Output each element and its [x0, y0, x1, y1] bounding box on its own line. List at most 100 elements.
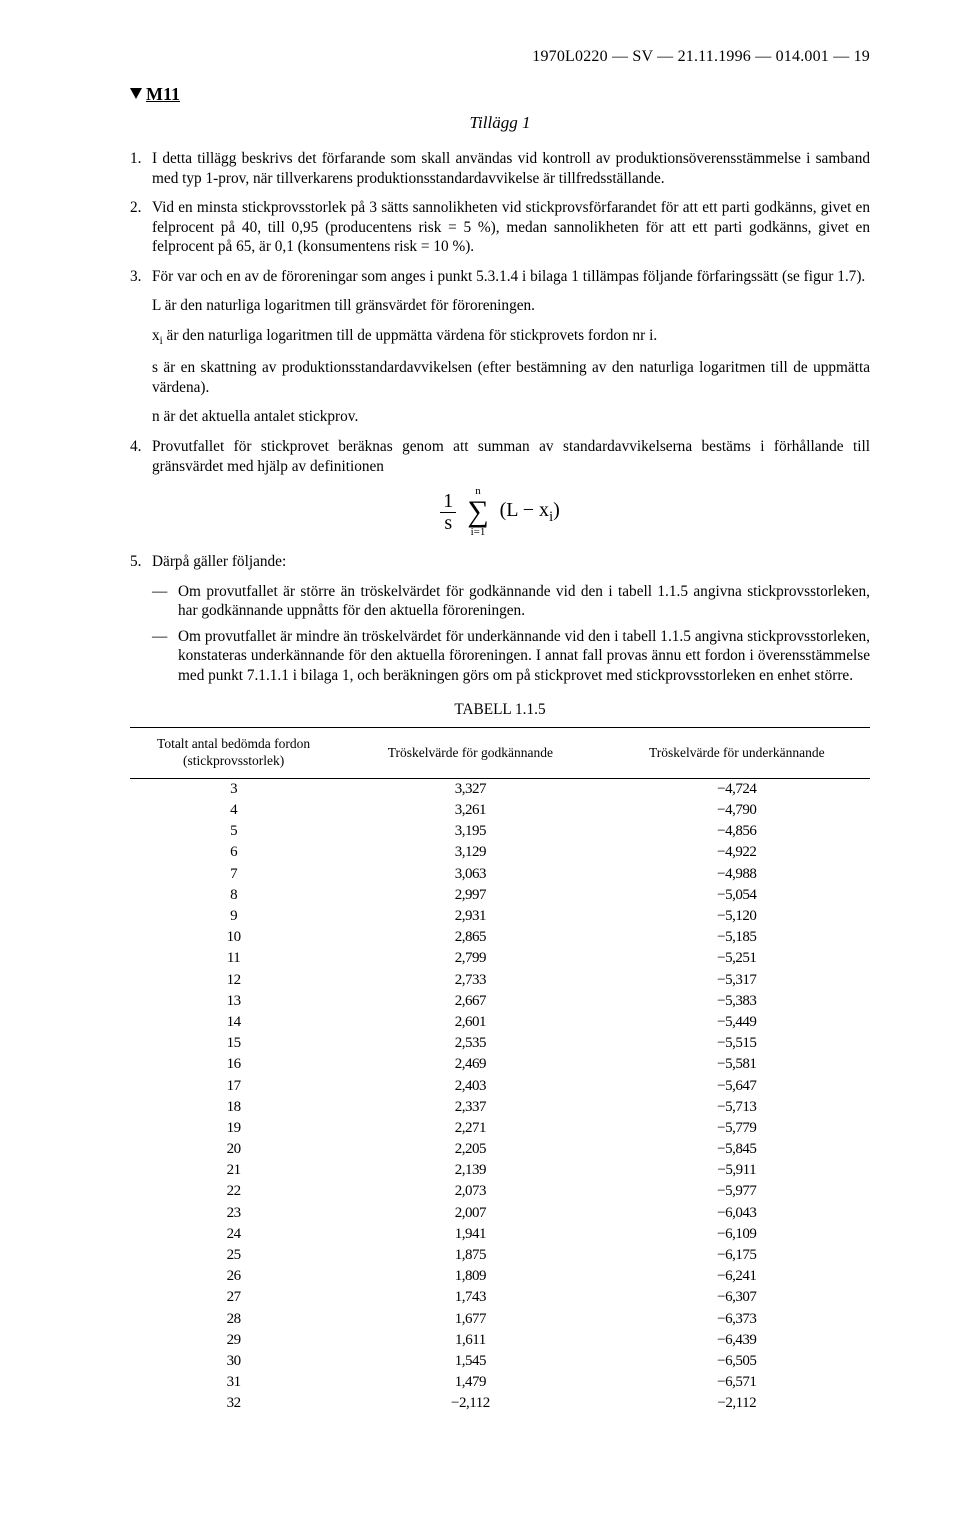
table-cell: −6,571 [604, 1372, 870, 1393]
table-row: 271,743−6,307 [130, 1287, 870, 1308]
table-row: 152,535−5,515 [130, 1033, 870, 1054]
table-cell: 28 [130, 1309, 337, 1330]
sub-line-n: n är det aktuella antalet stickprov. [152, 407, 870, 427]
running-head: 1970L0220 — SV — 21.11.1996 — 014.001 — … [130, 48, 870, 66]
table-cell: −4,724 [604, 778, 870, 800]
table-cell: 3,195 [337, 821, 603, 842]
table-row: 172,403−5,647 [130, 1076, 870, 1097]
col1-line1: Totalt antal bedömda fordon [157, 736, 310, 751]
table-row: 82,997−5,054 [130, 885, 870, 906]
table-row: 53,195−4,856 [130, 821, 870, 842]
table-cell: 1,545 [337, 1351, 603, 1372]
table-row: 311,479−6,571 [130, 1372, 870, 1393]
table-cell: 11 [130, 948, 337, 969]
table-cell: 27 [130, 1287, 337, 1308]
para-number: 4. [130, 437, 152, 476]
amendment-link[interactable]: M11 [146, 84, 180, 104]
table-cell: 3,261 [337, 800, 603, 821]
table-cell: 6 [130, 842, 337, 863]
para-text: I detta tillägg beskrivs det förfarande … [152, 149, 870, 188]
table-cell: 2,205 [337, 1139, 603, 1160]
table-cell: 2,403 [337, 1076, 603, 1097]
table-row: 251,875−6,175 [130, 1245, 870, 1266]
table-row: 182,337−5,713 [130, 1097, 870, 1118]
table-cell: −5,054 [604, 885, 870, 906]
table-row: 291,611−6,439 [130, 1330, 870, 1351]
table-cell: −4,922 [604, 842, 870, 863]
sigma-symbol: ∑ [467, 497, 488, 527]
appendix-title: Tillägg 1 [130, 113, 870, 133]
table-cell: −5,449 [604, 1012, 870, 1033]
table-row: 281,677−6,373 [130, 1309, 870, 1330]
table-cell: −6,109 [604, 1224, 870, 1245]
table-cell: 2,271 [337, 1118, 603, 1139]
table-cell: −5,647 [604, 1076, 870, 1097]
table-cell: −4,856 [604, 821, 870, 842]
table-cell: 1,611 [337, 1330, 603, 1351]
table-cell: −5,713 [604, 1097, 870, 1118]
paragraph-1: 1. I detta tillägg beskrivs det förfaran… [130, 149, 870, 188]
col-header-3: Tröskelvärde för underkännande [604, 728, 870, 779]
table-row: 32−2,112−2,112 [130, 1393, 870, 1414]
table-cell: 5 [130, 821, 337, 842]
col-header-2: Tröskelvärde för godkännande [337, 728, 603, 779]
dash-item-2: — Om provutfallet är mindre än tröskelvä… [152, 627, 870, 686]
table-title: TABELL 1.1.5 [130, 700, 870, 720]
table-cell: 9 [130, 906, 337, 927]
table-cell: 22 [130, 1181, 337, 1202]
table-cell: 2,337 [337, 1097, 603, 1118]
table-cell: −4,790 [604, 800, 870, 821]
table-cell: −6,175 [604, 1245, 870, 1266]
table-cell: 1,875 [337, 1245, 603, 1266]
sub-line-xi: xi är den naturliga logaritmen till de u… [152, 326, 870, 348]
table-cell: 8 [130, 885, 337, 906]
table-row: 73,063−4,988 [130, 864, 870, 885]
table-row: 301,545−6,505 [130, 1351, 870, 1372]
table-cell: 31 [130, 1372, 337, 1393]
table-row: 212,139−5,911 [130, 1160, 870, 1181]
table-cell: −6,505 [604, 1351, 870, 1372]
table-cell: 10 [130, 927, 337, 948]
symbol-x: x [152, 327, 160, 344]
table-cell: 30 [130, 1351, 337, 1372]
table-row: 241,941−6,109 [130, 1224, 870, 1245]
dash: — [152, 627, 178, 686]
table-cell: 17 [130, 1076, 337, 1097]
table-1-1-5: Totalt antal bedömda fordon (stickprovss… [130, 727, 870, 1414]
table-cell: 2,799 [337, 948, 603, 969]
table-cell: −6,307 [604, 1287, 870, 1308]
formula: 1 s n ∑ i=1 (L − xi) [130, 486, 870, 538]
dash-item-1: — Om provutfallet är större än tröskelvä… [152, 582, 870, 621]
page: 1970L0220 — SV — 21.11.1996 — 014.001 — … [0, 0, 960, 1534]
table-cell: 2,601 [337, 1012, 603, 1033]
table-cell: 29 [130, 1330, 337, 1351]
para-text: Därpå gäller följande: [152, 552, 870, 572]
table-row: 63,129−4,922 [130, 842, 870, 863]
table-row: 232,007−6,043 [130, 1203, 870, 1224]
table-row: 102,865−5,185 [130, 927, 870, 948]
para-text: Vid en minsta stickprovsstorlek på 3 sät… [152, 198, 870, 257]
table-cell: 14 [130, 1012, 337, 1033]
sum-argument: (L − xi) [500, 498, 560, 526]
table-cell: 2,139 [337, 1160, 603, 1181]
table-cell: −5,317 [604, 970, 870, 991]
body-text: 1. I detta tillägg beskrivs det förfaran… [130, 149, 870, 1415]
table-cell: 15 [130, 1033, 337, 1054]
table-cell: 1,743 [337, 1287, 603, 1308]
sigma-icon: n ∑ i=1 [467, 486, 488, 538]
table-cell: 3,063 [337, 864, 603, 885]
table-cell: −6,043 [604, 1203, 870, 1224]
sub-line-s: s är en skattning av produktionsstandard… [152, 358, 870, 397]
dash: — [152, 582, 178, 621]
table-cell: 2,007 [337, 1203, 603, 1224]
table-cell: 25 [130, 1245, 337, 1266]
para-number: 1. [130, 149, 152, 188]
table-cell: −2,112 [337, 1393, 603, 1414]
table-cell: 2,073 [337, 1181, 603, 1202]
table-cell: −5,581 [604, 1054, 870, 1075]
table-row: 92,931−5,120 [130, 906, 870, 927]
table-cell: −5,251 [604, 948, 870, 969]
table-row: 122,733−5,317 [130, 970, 870, 991]
table-cell: 3,327 [337, 778, 603, 800]
table-cell: 23 [130, 1203, 337, 1224]
